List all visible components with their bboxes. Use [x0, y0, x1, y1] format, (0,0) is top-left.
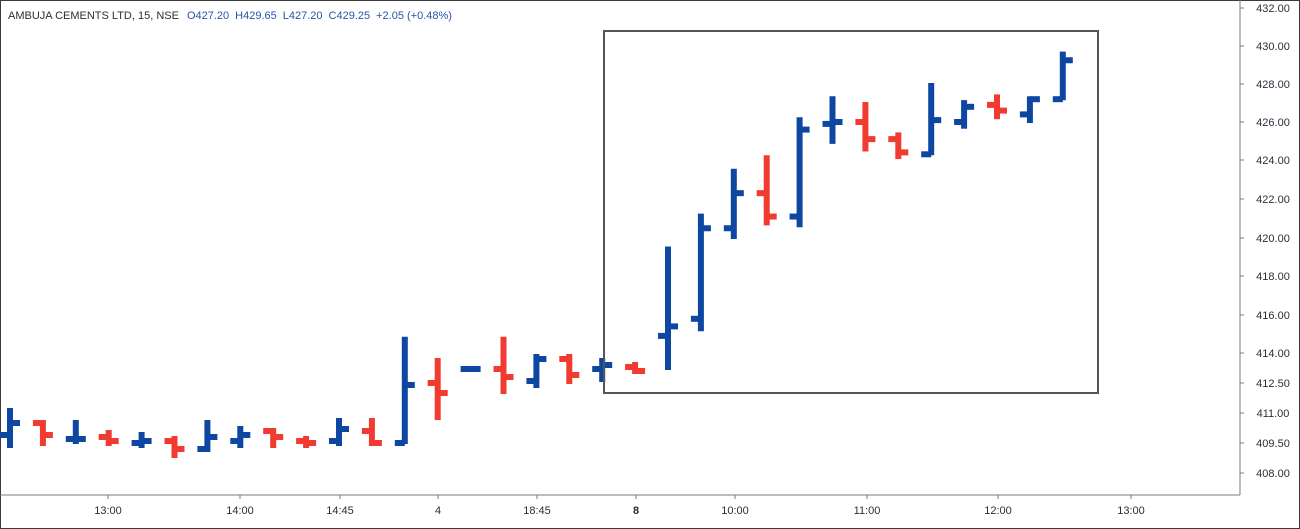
- price-tick-label: 418.00: [1256, 271, 1290, 283]
- plot-area[interactable]: [0, 30, 1099, 458]
- symbol-legend[interactable]: AMBUJA CEMENTS LTD, 15, NSE O427.20 H429…: [8, 10, 458, 22]
- ohlc-bar[interactable]: [855, 102, 876, 152]
- ohlc-bar[interactable]: [1052, 51, 1073, 103]
- ohlc-bar[interactable]: [559, 354, 580, 384]
- price-tick-label: 426.00: [1256, 117, 1290, 129]
- ohlc-bar[interactable]: [460, 366, 481, 372]
- ohlc-bar[interactable]: [394, 336, 415, 446]
- price-tick-label: 432.00: [1256, 3, 1290, 15]
- price-tick-label: 428.00: [1256, 79, 1290, 91]
- ohlc-bar[interactable]: [921, 83, 942, 158]
- time-tick-label: 8: [633, 505, 639, 517]
- price-tick-label: 430.00: [1256, 41, 1290, 53]
- ohlc-bar[interactable]: [493, 336, 514, 394]
- price-tick-label: 414.00: [1256, 348, 1290, 360]
- price-tick-label: 422.00: [1256, 194, 1290, 206]
- ohlc-bar[interactable]: [690, 213, 711, 332]
- time-tick-label: 12:00: [984, 505, 1012, 517]
- ohlc-bar[interactable]: [822, 96, 843, 144]
- time-tick-label: 14:45: [326, 505, 354, 517]
- time-tick-label: 13:00: [94, 505, 122, 517]
- legend-close: C429.25: [328, 10, 371, 22]
- ohlc-bar[interactable]: [592, 358, 613, 382]
- ohlc-bar[interactable]: [32, 420, 53, 446]
- legend-low: L427.20: [282, 10, 323, 22]
- ohlc-bar[interactable]: [0, 408, 20, 448]
- ohlc-bar[interactable]: [658, 246, 678, 371]
- price-tick-label: 416.00: [1256, 310, 1290, 322]
- ohlc-bar[interactable]: [329, 418, 349, 446]
- time-tick-label: 13:00: [1117, 505, 1145, 517]
- ohlc-bar[interactable]: [197, 420, 218, 452]
- time-tick-label: 14:00: [226, 505, 254, 517]
- ohlc-bar[interactable]: [526, 354, 547, 388]
- ohlc-bar[interactable]: [164, 436, 185, 458]
- price-axis[interactable]: 432.00 430.00 428.00 426.00 424.00 422.00 420.…: [1239, 0, 1290, 495]
- price-tick-label: 424.00: [1256, 155, 1290, 167]
- ohlc-bar[interactable]: [131, 432, 152, 448]
- time-tick-label: 11:00: [854, 505, 881, 517]
- time-axis[interactable]: 13:00 14:00 14:45 4 18:45 8 10:00 11:00 12:00 13:…: [0, 494, 1240, 517]
- price-tick-label: 411.00: [1257, 408, 1290, 420]
- legend-open: O427.20: [186, 10, 230, 22]
- ohlc-bar[interactable]: [361, 418, 382, 446]
- price-tick-label: 408.00: [1256, 468, 1290, 480]
- price-tick-label: 412.50: [1256, 378, 1290, 390]
- ohlc-bar[interactable]: [723, 168, 744, 239]
- price-tick-label: 409.50: [1256, 438, 1290, 450]
- ohlc-bar[interactable]: [756, 155, 777, 226]
- ohlc-bar[interactable]: [1019, 96, 1040, 123]
- ohlc-bar[interactable]: [230, 426, 251, 448]
- legend-high: H429.65: [235, 10, 277, 22]
- ohlc-bar[interactable]: [65, 420, 86, 444]
- ohlc-bar[interactable]: [296, 436, 317, 448]
- time-tick-label: 10:00: [721, 505, 749, 517]
- price-tick-label: 420.00: [1256, 233, 1290, 245]
- legend-symbol[interactable]: AMBUJA CEMENTS LTD, 15, NSE: [8, 10, 179, 22]
- time-tick-label: 18:45: [523, 505, 551, 517]
- highlight-rectangle[interactable]: [603, 30, 1099, 394]
- ohlc-bar[interactable]: [263, 428, 284, 448]
- legend-change: +2.05 (+0.48%): [376, 10, 452, 22]
- ohlc-bar[interactable]: [954, 100, 975, 129]
- ohlc-bar[interactable]: [625, 362, 646, 374]
- ohlc-bar[interactable]: [888, 132, 909, 160]
- time-tick-label: 4: [435, 505, 441, 517]
- ohlc-bar[interactable]: [987, 94, 1007, 120]
- ohlc-bar[interactable]: [98, 430, 119, 446]
- ohlc-bar[interactable]: [427, 358, 448, 420]
- ohlc-bar[interactable]: [789, 117, 810, 228]
